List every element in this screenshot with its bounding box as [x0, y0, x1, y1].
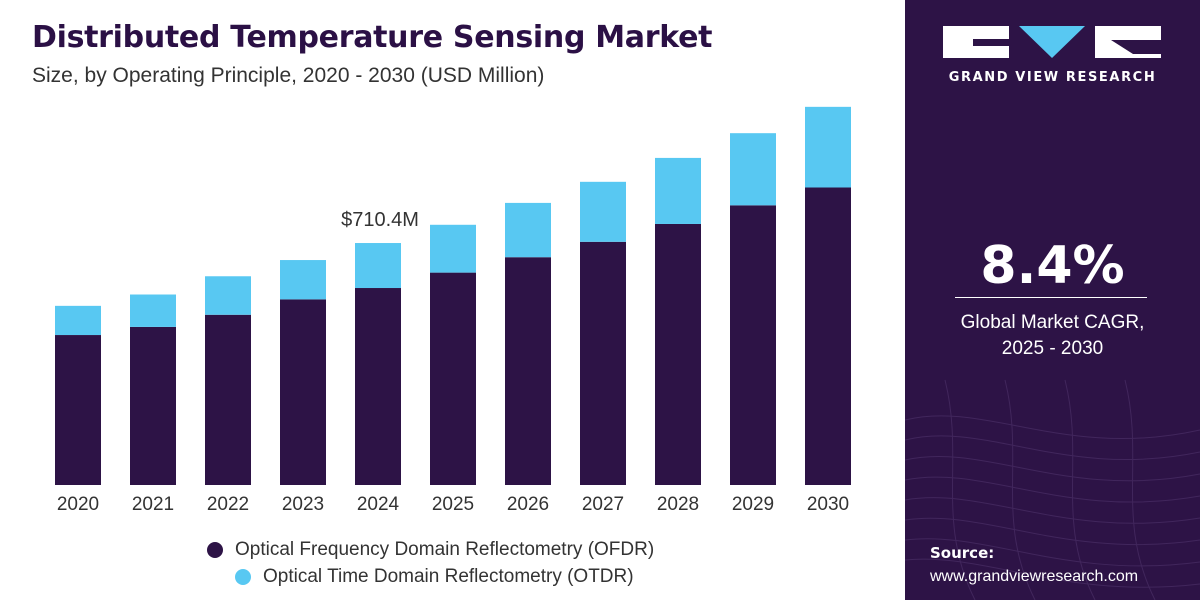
bar-otdr-2030 — [805, 106, 851, 188]
chart-subtitle: Size, by Operating Principle, 2020 - 203… — [32, 64, 545, 87]
bar-otdr-2024 — [355, 243, 401, 289]
x-tick-label-2024: 2024 — [357, 494, 400, 515]
cagr-label-line-1: Global Market CAGR, — [960, 312, 1145, 333]
bar-otdr-2029 — [730, 133, 776, 206]
data-label-2024: $710.4M — [341, 209, 419, 231]
bar-otdr-2021 — [130, 294, 176, 327]
bar-ofdr-2029 — [730, 205, 776, 486]
stacked-bar-chart: 2020 2021 2022 2023 2024 $710.4M 2025 2026 2027 2… — [55, 106, 851, 515]
cagr-divider — [955, 297, 1147, 298]
cagr-value: 8.4% — [980, 236, 1125, 296]
legend-swatch-ofdr — [207, 541, 223, 558]
bar-ofdr-2020 — [55, 335, 101, 485]
source-url[interactable]: www.grandviewresearch.com — [930, 568, 1139, 585]
bar-ofdr-2024 — [355, 288, 401, 485]
chart-area: Distributed Temperature Sensing Market S… — [32, 20, 851, 590]
cagr-label-line-2: 2025 - 2030 — [1001, 338, 1104, 359]
x-tick-label-2030: 2030 — [807, 494, 849, 515]
x-tick-label-2025: 2025 — [432, 494, 474, 515]
bar-ofdr-2027 — [580, 241, 626, 485]
bar-ofdr-2026 — [505, 257, 551, 485]
legend: Optical Frequency Domain Reflectometry (… — [207, 536, 654, 590]
legend-label-otdr: Optical Time Domain Reflectometry (OTDR) — [263, 565, 634, 587]
x-tick-label-2020: 2020 — [57, 494, 99, 515]
decorative-wave-lines — [905, 379, 1200, 600]
bar-ofdr-2028 — [655, 223, 701, 485]
x-tick-label-2023: 2023 — [282, 494, 324, 515]
side-panel: GRAND VIEW RESEARCH 8.4% Global Market C… — [905, 0, 1200, 600]
cagr-label: Global Market CAGR, 2025 - 2030 — [905, 310, 1200, 362]
source-label: Source: — [930, 544, 995, 562]
bar-ofdr-2023 — [280, 299, 326, 485]
x-tick-label-2022: 2022 — [207, 494, 249, 515]
bar-otdr-2026 — [505, 202, 551, 258]
bar-ofdr-2021 — [130, 326, 176, 485]
bar-otdr-2027 — [580, 181, 626, 242]
bar-otdr-2025 — [430, 224, 476, 273]
bar-otdr-2022 — [205, 276, 251, 315]
bar-ofdr-2022 — [205, 314, 251, 485]
bar-otdr-2028 — [655, 157, 701, 224]
x-tick-label-2029: 2029 — [732, 494, 774, 515]
x-tick-label-2021: 2021 — [132, 494, 174, 515]
x-tick-label-2027: 2027 — [582, 494, 624, 515]
x-tick-label-2026: 2026 — [507, 494, 549, 515]
grand-view-research-logo — [943, 26, 1161, 58]
legend-item-ofdr: Optical Frequency Domain Reflectometry (… — [207, 536, 654, 563]
brand-name: GRAND VIEW RESEARCH — [948, 70, 1157, 85]
bar-otdr-2020 — [55, 305, 101, 336]
x-tick-label-2028: 2028 — [657, 494, 699, 515]
chart-title: Distributed Temperature Sensing Market — [32, 20, 713, 55]
bar-ofdr-2030 — [805, 187, 851, 486]
legend-label-ofdr: Optical Frequency Domain Reflectometry (… — [235, 538, 655, 560]
bar-ofdr-2025 — [430, 272, 476, 485]
legend-item-otdr: Optical Time Domain Reflectometry (OTDR) — [235, 563, 654, 590]
legend-swatch-otdr — [235, 568, 251, 585]
bar-otdr-2023 — [280, 260, 326, 300]
